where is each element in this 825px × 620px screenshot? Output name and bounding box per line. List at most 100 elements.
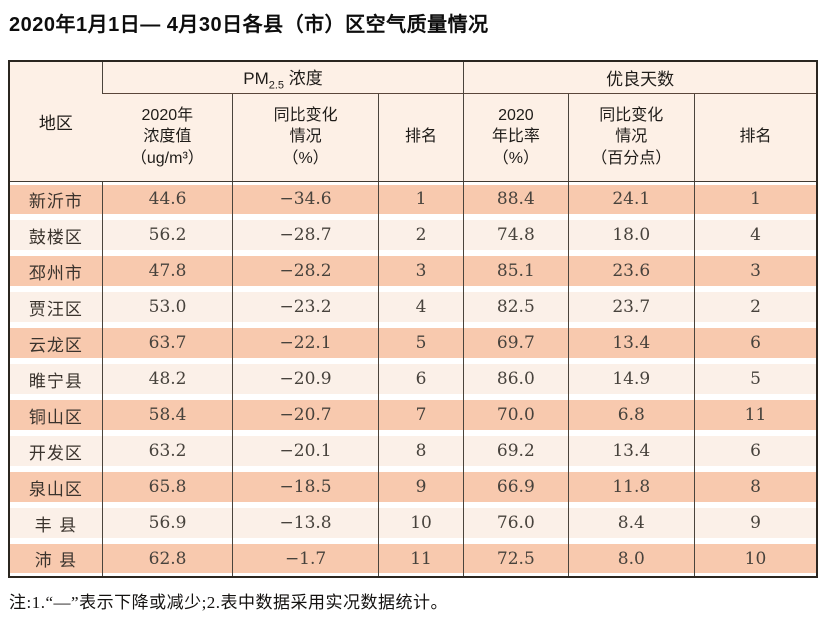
value-cell: 44.6 (101, 181, 233, 217)
value-cell: −23.2 (232, 289, 379, 325)
region-cell: 铜山区 (9, 397, 103, 433)
value-cell: 3 (694, 253, 817, 289)
value-cell: 88.4 (463, 181, 569, 217)
value-cell: 72.5 (463, 541, 569, 577)
footnote: 注:1.“—”表示下降或减少;2.表中数据采用实况数据统计。 (9, 593, 449, 612)
value-cell: −13.8 (232, 505, 379, 541)
value-cell: −28.2 (232, 253, 379, 289)
value-cell: 11 (377, 541, 464, 577)
value-cell: 6.8 (567, 397, 695, 433)
pm25-label-suffix: 浓度 (284, 68, 323, 88)
column-header-good-rate: 2020 年比率 （%） (463, 92, 569, 182)
value-cell: 6 (377, 361, 464, 397)
value-cell: 24.1 (567, 181, 695, 217)
value-cell: 76.0 (463, 505, 569, 541)
value-cell: 11.8 (567, 469, 695, 505)
value-cell: 2 (377, 217, 464, 253)
column-group-pm25: PM2.5 浓度 (101, 61, 464, 93)
region-cell: 丰 县 (9, 505, 103, 541)
table-row: 沛 县 62.8 −1.7 11 72.5 8.0 10 (9, 541, 817, 577)
value-cell: 9 (694, 505, 817, 541)
region-cell: 云龙区 (9, 325, 103, 361)
value-cell: 5 (377, 325, 464, 361)
value-cell: 10 (377, 505, 464, 541)
value-cell: 82.5 (463, 289, 569, 325)
table-row: 丰 县 56.9 −13.8 10 76.0 8.4 9 (9, 505, 817, 541)
value-cell: 69.7 (463, 325, 569, 361)
value-cell: 48.2 (101, 361, 233, 397)
value-cell: 6 (694, 325, 817, 361)
table-row: 开发区 63.2 −20.1 8 69.2 13.4 6 (9, 433, 817, 469)
value-cell: 10 (694, 541, 817, 577)
table-body: 新沂市 44.6 −34.6 1 88.4 24.1 1 鼓楼区 56.2 −28.7 2 74.8 1… (9, 181, 817, 577)
value-cell: 3 (377, 253, 464, 289)
value-cell: 65.8 (101, 469, 233, 505)
table-header: 地区 PM2.5 浓度 优良天数 2020年 浓度值 （ug/m³） 同比变化 … (9, 61, 817, 182)
value-cell: 14.9 (567, 361, 695, 397)
value-cell: 63.7 (101, 325, 233, 361)
column-header-pm-change: 同比变化 情况 （%） (232, 92, 379, 182)
region-cell: 鼓楼区 (9, 217, 103, 253)
value-cell: 2 (694, 289, 817, 325)
region-cell: 沛 县 (9, 541, 103, 577)
value-cell: 4 (377, 289, 464, 325)
value-cell: 86.0 (463, 361, 569, 397)
table-row: 铜山区 58.4 −20.7 7 70.0 6.8 11 (9, 397, 817, 433)
value-cell: −20.9 (232, 361, 379, 397)
column-group-good-days: 优良天数 (463, 61, 817, 93)
value-cell: 13.4 (567, 433, 695, 469)
column-header-good-rank: 排名 (694, 92, 817, 182)
table-row: 睢宁县 48.2 −20.9 6 86.0 14.9 5 (9, 361, 817, 397)
region-cell: 开发区 (9, 433, 103, 469)
region-cell: 睢宁县 (9, 361, 103, 397)
column-header-good-change: 同比变化 情况 （百分点） (567, 92, 695, 182)
value-cell: 66.9 (463, 469, 569, 505)
column-header-pm-value: 2020年 浓度值 （ug/m³） (102, 92, 233, 182)
value-cell: 4 (694, 217, 817, 253)
table-row: 邳州市 47.8 −28.2 3 85.1 23.6 3 (9, 253, 817, 289)
table-row: 新沂市 44.6 −34.6 1 88.4 24.1 1 (9, 181, 817, 217)
value-cell: 8 (377, 433, 464, 469)
value-cell: 18.0 (567, 217, 695, 253)
value-cell: −18.5 (232, 469, 379, 505)
value-cell: 5 (694, 361, 817, 397)
value-cell: 53.0 (101, 289, 233, 325)
value-cell: 47.8 (101, 253, 233, 289)
value-cell: 23.7 (567, 289, 695, 325)
value-cell: 70.0 (463, 397, 569, 433)
region-cell: 泉山区 (9, 469, 103, 505)
value-cell: 8.0 (567, 541, 695, 577)
region-cell: 贾汪区 (9, 289, 103, 325)
value-cell: 8 (694, 469, 817, 505)
value-cell: 11 (694, 397, 817, 433)
value-cell: 23.6 (567, 253, 695, 289)
value-cell: 9 (377, 469, 464, 505)
value-cell: −28.7 (232, 217, 379, 253)
header-group-row: 地区 PM2.5 浓度 优良天数 (9, 61, 817, 182)
value-cell: 69.2 (463, 433, 569, 469)
region-cell: 邳州市 (9, 253, 103, 289)
value-cell: 56.9 (101, 505, 233, 541)
value-cell: 74.8 (463, 217, 569, 253)
table-row: 泉山区 65.8 −18.5 9 66.9 11.8 8 (9, 469, 817, 505)
table-row: 贾汪区 53.0 −23.2 4 82.5 23.7 2 (9, 289, 817, 325)
value-cell: −1.7 (232, 541, 379, 577)
value-cell: −34.6 (232, 181, 379, 217)
value-cell: −22.1 (232, 325, 379, 361)
value-cell: 62.8 (101, 541, 233, 577)
column-header-pm-rank: 排名 (377, 92, 464, 182)
air-quality-table: 地区 PM2.5 浓度 优良天数 2020年 浓度值 （ug/m³） 同比变化 … (8, 60, 818, 578)
pm25-label-subscript: 2.5 (268, 78, 285, 91)
table-row: 鼓楼区 56.2 −28.7 2 74.8 18.0 4 (9, 217, 817, 253)
value-cell: −20.7 (232, 397, 379, 433)
table-row: 云龙区 63.7 −22.1 5 69.7 13.4 6 (9, 325, 817, 361)
region-cell: 新沂市 (9, 181, 103, 217)
value-cell: 85.1 (463, 253, 569, 289)
column-header-region: 地区 (9, 61, 103, 182)
value-cell: 6 (694, 433, 817, 469)
header-sub-row: 2020年 浓度值 （ug/m³） 同比变化 情况 （%） 排名 2020 年比… (9, 92, 817, 182)
value-cell: 1 (694, 181, 817, 217)
value-cell: 8.4 (567, 505, 695, 541)
page-title: 2020年1月1日— 4月30日各县（市）区空气质量情况 (9, 14, 489, 36)
